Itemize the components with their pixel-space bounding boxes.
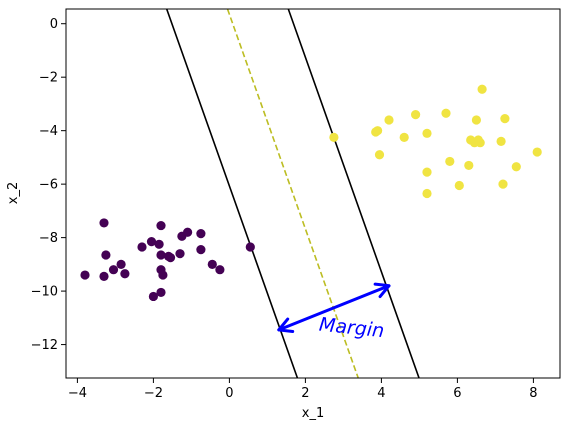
plot-frame bbox=[65, 8, 561, 379]
data-point-class-1 bbox=[532, 147, 542, 157]
data-point-class-0 bbox=[80, 270, 90, 280]
data-point-class-0 bbox=[183, 227, 193, 237]
data-point-class-1 bbox=[422, 128, 432, 138]
x-tick-label: 2 bbox=[301, 386, 309, 401]
margin-arrow-head-right bbox=[373, 282, 391, 299]
data-point-class-0 bbox=[108, 265, 119, 275]
scatter-points bbox=[80, 84, 542, 302]
data-point-class-0 bbox=[101, 250, 111, 260]
y-tick-label: −12 bbox=[31, 338, 58, 353]
margin-boundary-line-0 bbox=[165, 9, 299, 378]
data-point-class-0 bbox=[165, 253, 176, 263]
data-point-class-1 bbox=[511, 162, 521, 172]
data-point-class-1 bbox=[500, 114, 510, 124]
data-point-class-0 bbox=[156, 287, 166, 298]
data-point-class-0 bbox=[156, 250, 166, 260]
data-point-class-1 bbox=[329, 132, 339, 142]
data-point-class-0 bbox=[245, 242, 255, 252]
data-point-class-1 bbox=[454, 180, 464, 191]
decision-boundary-line bbox=[226, 9, 359, 378]
data-point-class-1 bbox=[498, 179, 508, 189]
decision-lines bbox=[165, 9, 420, 378]
y-tick-label: −2 bbox=[39, 71, 58, 86]
data-point-class-1 bbox=[384, 115, 394, 125]
y-tick-label: 0 bbox=[50, 17, 58, 32]
data-point-class-0 bbox=[99, 271, 109, 281]
x-tick-label: −4 bbox=[68, 386, 87, 401]
data-point-class-1 bbox=[445, 156, 455, 167]
data-point-class-1 bbox=[422, 167, 432, 177]
data-point-class-1 bbox=[496, 136, 506, 146]
data-point-class-1 bbox=[422, 188, 432, 199]
data-point-class-0 bbox=[196, 229, 206, 239]
y-tick-label: −8 bbox=[39, 231, 58, 246]
data-point-class-1 bbox=[464, 160, 474, 171]
data-point-class-0 bbox=[116, 259, 126, 269]
x-tick-label: 6 bbox=[453, 386, 461, 401]
x-axis-ticks: −4 −2 0 2 4 6 8 bbox=[68, 378, 538, 401]
data-point-class-0 bbox=[99, 218, 109, 228]
data-point-class-1 bbox=[373, 126, 383, 136]
margin-arrow-head-left bbox=[277, 317, 295, 334]
y-tick-label: −10 bbox=[31, 285, 58, 300]
y-axis-ticks: 0 −2 −4 −6 −8 −10 −12 bbox=[31, 17, 66, 353]
data-point-class-1 bbox=[411, 110, 421, 120]
x-tick-label: 0 bbox=[225, 386, 233, 401]
data-point-class-0 bbox=[146, 237, 157, 247]
x-tick-label: −2 bbox=[144, 386, 163, 401]
data-point-class-0 bbox=[120, 269, 130, 279]
margin-boundary-line-2 bbox=[287, 9, 420, 378]
data-point-class-0 bbox=[207, 259, 217, 269]
data-point-class-1 bbox=[477, 84, 487, 94]
data-point-class-1 bbox=[441, 108, 451, 118]
data-point-class-0 bbox=[196, 245, 206, 255]
data-point-class-1 bbox=[374, 150, 385, 160]
data-point-class-0 bbox=[148, 291, 158, 302]
data-point-class-1 bbox=[475, 138, 485, 148]
data-point-class-0 bbox=[137, 242, 147, 252]
y-axis-label: x_2 bbox=[6, 182, 21, 204]
data-point-class-0 bbox=[154, 239, 164, 249]
y-tick-label: −4 bbox=[39, 124, 58, 139]
x-tick-label: 4 bbox=[377, 386, 385, 401]
plot-area bbox=[66, 9, 560, 378]
data-point-class-0 bbox=[158, 270, 168, 280]
data-point-class-0 bbox=[156, 220, 166, 231]
data-point-class-1 bbox=[471, 115, 481, 125]
data-point-class-1 bbox=[399, 132, 409, 142]
y-tick-label: −6 bbox=[39, 178, 58, 193]
x-tick-label: 8 bbox=[529, 386, 537, 401]
data-point-class-0 bbox=[175, 249, 185, 259]
margin-arrow-shaft bbox=[277, 284, 391, 332]
data-point-class-0 bbox=[215, 265, 225, 275]
x-axis-label: x_1 bbox=[302, 406, 324, 421]
